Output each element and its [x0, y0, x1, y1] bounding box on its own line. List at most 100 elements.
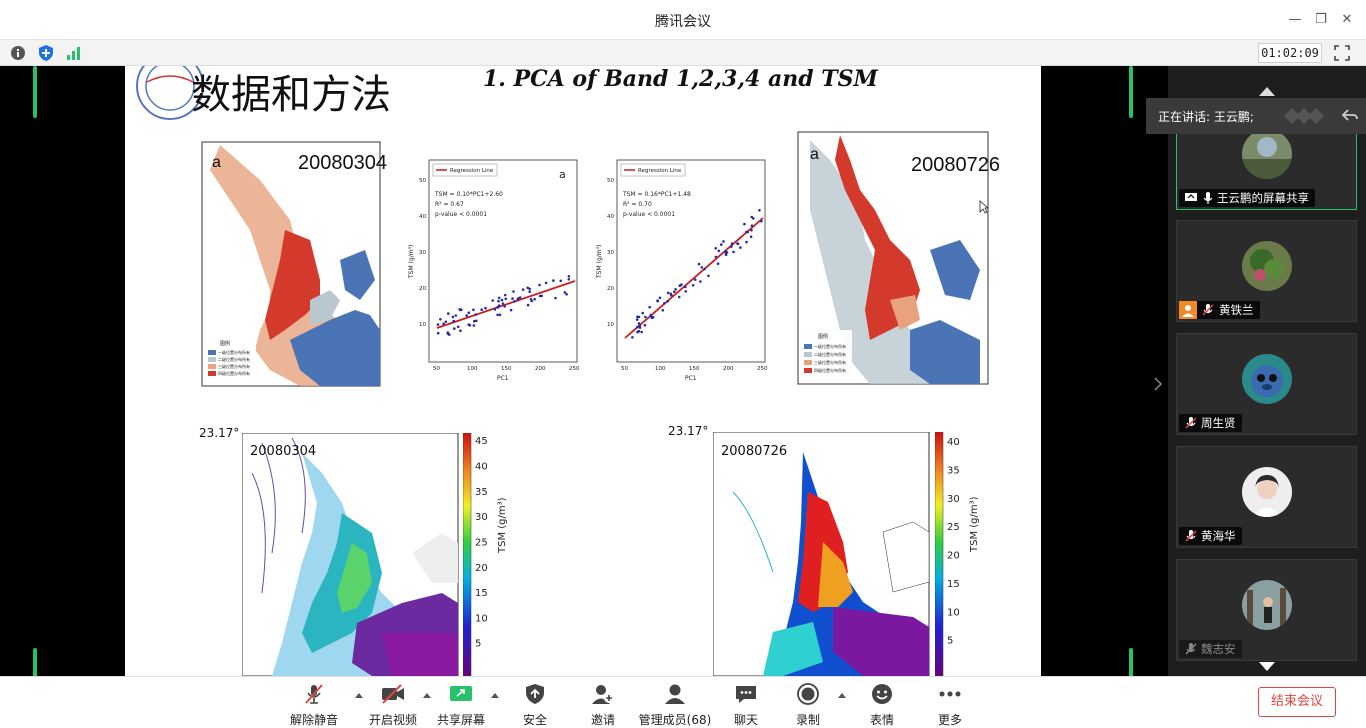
scatter-point: [458, 308, 461, 311]
invite-label: 邀请: [590, 713, 615, 727]
scatter-point: [538, 283, 541, 287]
scatter2-r2: R² = 0.70: [623, 201, 652, 208]
restore-icon[interactable]: ❐: [1315, 12, 1327, 27]
scatter-point: [509, 308, 513, 312]
scatter-point: [447, 312, 450, 315]
scatter-point: [700, 266, 704, 269]
scatter-point: [717, 249, 721, 253]
end-meeting-button[interactable]: 结束会议: [1258, 687, 1336, 717]
scatter-point: [678, 284, 682, 287]
scatter-point: [533, 297, 536, 301]
x-tick-label: 100: [655, 366, 666, 372]
chat-button[interactable]: 聊天: [711, 681, 781, 727]
x-tick-label: 150: [689, 366, 700, 372]
scatter-point: [559, 279, 562, 283]
scatter-point: [474, 313, 477, 316]
emoji-button[interactable]: 表情: [847, 681, 917, 727]
colorbar-tick-label: 5: [475, 639, 481, 650]
more-button[interactable]: 更多: [915, 681, 985, 727]
scatter-point: [436, 323, 440, 326]
speaking-indicator: 正在讲话: 王云鹏;: [1146, 98, 1366, 134]
participant-tile[interactable]: 魏志安: [1176, 559, 1357, 661]
university-logo: [136, 66, 204, 120]
scatter-point: [498, 313, 502, 317]
reply-icon[interactable]: [1342, 107, 1358, 123]
video-options-caret-icon[interactable]: [422, 691, 432, 699]
scatter-point: [750, 224, 754, 227]
manage-members-button[interactable]: 管理成员(68): [639, 681, 711, 727]
presentation-slide: 数据和方法 1. PCA of Band 1,2,3,4 and TSM 图例 …: [125, 66, 1041, 676]
security-button[interactable]: 安全: [500, 681, 570, 727]
close-icon[interactable]: ✕: [1341, 12, 1353, 27]
start-video-button[interactable]: 开启视频: [358, 681, 428, 727]
speaker-waveform-icon: [1284, 108, 1324, 124]
participant-name: 周生贤: [1201, 416, 1236, 430]
audio-options-caret-icon[interactable]: [354, 691, 364, 699]
scatter-point: [750, 215, 753, 219]
scatter-point: [436, 331, 440, 335]
security-label: 安全: [522, 713, 547, 727]
shield-icon[interactable]: [37, 44, 55, 62]
tsm-map-2: [713, 432, 930, 676]
tsm1-colorbar: 5 10 15 20 25 30 35 40 45 TSM (g/m³): [463, 433, 508, 676]
share-screen-button[interactable]: 共享屏幕: [426, 681, 496, 727]
scatter-point: [666, 299, 670, 303]
scatter-point: [697, 262, 701, 266]
participant-tile[interactable]: 黄海华: [1176, 446, 1357, 548]
participant-tile[interactable]: 黄铁兰: [1176, 220, 1357, 322]
scatter-point: [758, 209, 761, 212]
tsm-map-1: [242, 433, 459, 676]
fullscreen-icon[interactable]: [1333, 44, 1351, 62]
scatter-point: [467, 311, 471, 314]
scatter-point: [484, 306, 487, 310]
scatter2-equation: TSM = 0.16*PC1+1.48: [622, 191, 691, 198]
participant-tile[interactable]: 周生贤: [1176, 333, 1357, 435]
scatter-point: [631, 336, 634, 339]
invite-button[interactable]: 邀请: [568, 681, 638, 727]
record-label: 录制: [795, 713, 820, 727]
record-button[interactable]: 录制: [773, 681, 843, 727]
scatter-point: [643, 323, 647, 327]
minimize-icon[interactable]: —: [1288, 12, 1302, 27]
signal-icon[interactable]: [65, 44, 83, 62]
colorbar-tick-label: 15: [475, 588, 488, 599]
colorbar-tick-label: 35: [475, 487, 488, 498]
members-icon: [665, 684, 685, 704]
scatter-point: [493, 308, 497, 311]
scatter2-ylabel: TSM (g/m³): [596, 245, 603, 279]
scatter-point: [716, 262, 720, 265]
scatter-point: [663, 302, 666, 305]
scatter-point: [503, 293, 507, 297]
scatter-point: [444, 320, 448, 324]
share-options-caret-icon[interactable]: [490, 691, 500, 699]
share-border-marker: [1129, 648, 1133, 700]
scatter-point: [530, 299, 533, 303]
map2-legend-title: 图例: [818, 333, 828, 340]
scatter-plot-1: Regression Line TSM = 0.10*PC1+2.60 R² =…: [408, 159, 580, 382]
share-border-marker: [1129, 66, 1133, 118]
shield-icon: [526, 684, 544, 704]
scroll-down-icon[interactable]: [1258, 662, 1276, 672]
y-tick-label: 40: [607, 214, 614, 220]
scatter1-panel-label: a: [559, 168, 566, 181]
scatter-point: [637, 322, 641, 325]
participant-name: 王云鹏的屏幕共享: [1217, 191, 1309, 205]
scatter-point: [511, 297, 514, 300]
scatter-point: [707, 274, 710, 278]
scatter-point: [528, 290, 531, 293]
scatter-point: [722, 240, 725, 243]
avatar: [1242, 354, 1292, 404]
scatter-point: [699, 280, 702, 283]
scatter-point: [641, 311, 644, 315]
unmute-button[interactable]: 解除静音: [279, 681, 349, 727]
record-options-caret-icon[interactable]: [837, 691, 847, 699]
scatter-plot-2: Regression Line TSM = 0.16*PC1+1.48 R² =…: [596, 159, 768, 382]
participant-name: 魏志安: [1201, 642, 1236, 656]
info-icon[interactable]: [9, 44, 27, 62]
collapse-sidebar-icon[interactable]: [1152, 376, 1164, 392]
scroll-up-icon[interactable]: [1258, 86, 1276, 96]
scatter-point: [480, 308, 483, 311]
scatter-point: [496, 313, 499, 317]
tsm2-latitude: 23.17°: [668, 424, 709, 438]
scatter-point: [439, 318, 442, 321]
